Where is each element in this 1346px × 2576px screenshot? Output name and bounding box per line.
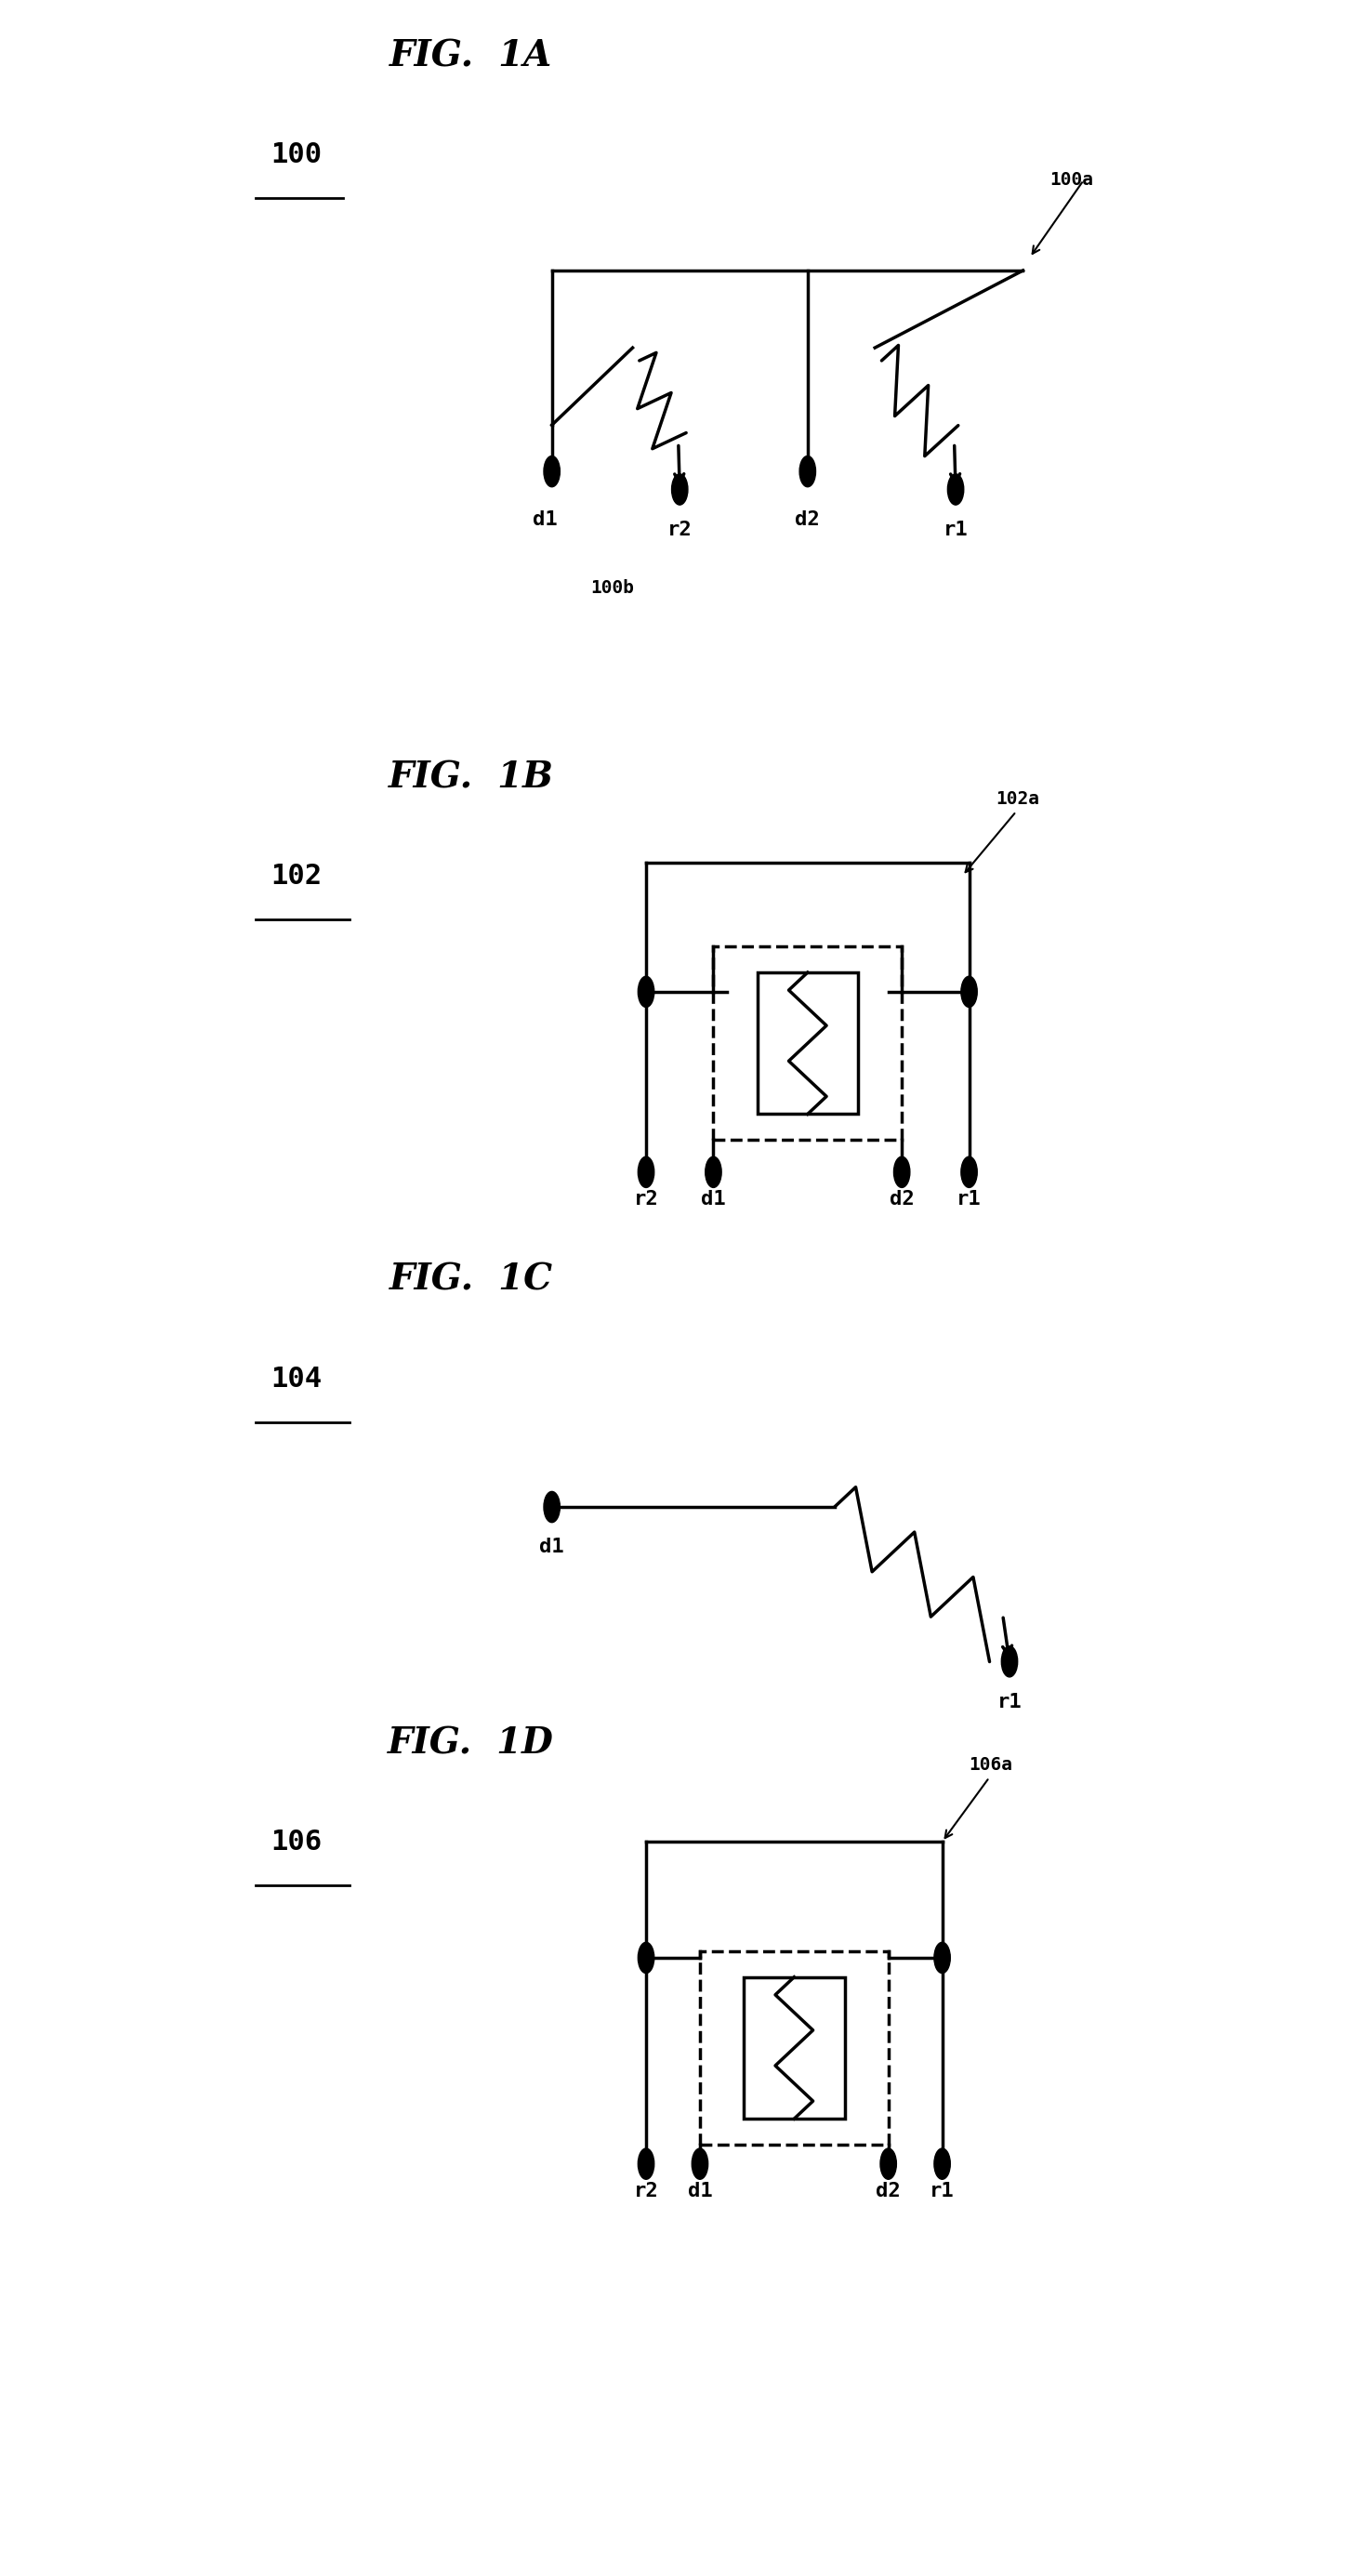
Circle shape	[672, 474, 688, 505]
Text: 102: 102	[271, 863, 322, 889]
Text: 100: 100	[271, 142, 322, 167]
Text: d1: d1	[688, 2182, 712, 2200]
Circle shape	[948, 474, 964, 505]
Text: r1: r1	[957, 1190, 981, 1208]
Bar	[743, 1978, 845, 2117]
Circle shape	[894, 1157, 910, 1188]
Text: r1: r1	[944, 520, 968, 538]
Text: r1: r1	[930, 2182, 954, 2200]
Text: FIG.  1D: FIG. 1D	[388, 1726, 555, 1762]
Circle shape	[934, 1942, 950, 1973]
Text: d2: d2	[876, 2182, 900, 2200]
Circle shape	[638, 1157, 654, 1188]
Text: d2: d2	[890, 1190, 914, 1208]
Circle shape	[934, 2148, 950, 2179]
Circle shape	[544, 1492, 560, 1522]
Text: FIG.  1A: FIG. 1A	[389, 39, 553, 75]
Bar	[713, 945, 902, 1139]
Circle shape	[800, 456, 816, 487]
Text: 106: 106	[271, 1829, 322, 1855]
Circle shape	[1001, 1646, 1018, 1677]
Text: d1: d1	[540, 1538, 564, 1556]
Circle shape	[638, 1942, 654, 1973]
Text: r1: r1	[997, 1692, 1022, 1710]
Text: d2: d2	[795, 510, 820, 528]
Circle shape	[961, 1157, 977, 1188]
Text: r2: r2	[668, 520, 692, 538]
Text: r2: r2	[634, 1190, 658, 1208]
Circle shape	[544, 456, 560, 487]
Circle shape	[692, 2148, 708, 2179]
Circle shape	[638, 976, 654, 1007]
Text: d1: d1	[701, 1190, 725, 1208]
Text: FIG.  1C: FIG. 1C	[389, 1262, 553, 1298]
Text: 100b: 100b	[591, 580, 634, 598]
Text: 100a: 100a	[1050, 173, 1093, 188]
Bar	[700, 1953, 888, 2143]
Circle shape	[705, 1157, 721, 1188]
Circle shape	[880, 2148, 896, 2179]
Text: d1: d1	[533, 510, 557, 528]
Text: 106a: 106a	[969, 1757, 1012, 1772]
Text: 102a: 102a	[996, 791, 1039, 806]
Circle shape	[961, 976, 977, 1007]
Text: r2: r2	[634, 2182, 658, 2200]
Circle shape	[638, 2148, 654, 2179]
Text: FIG.  1B: FIG. 1B	[389, 760, 553, 796]
Text: 104: 104	[271, 1365, 322, 1391]
Bar	[756, 974, 859, 1113]
